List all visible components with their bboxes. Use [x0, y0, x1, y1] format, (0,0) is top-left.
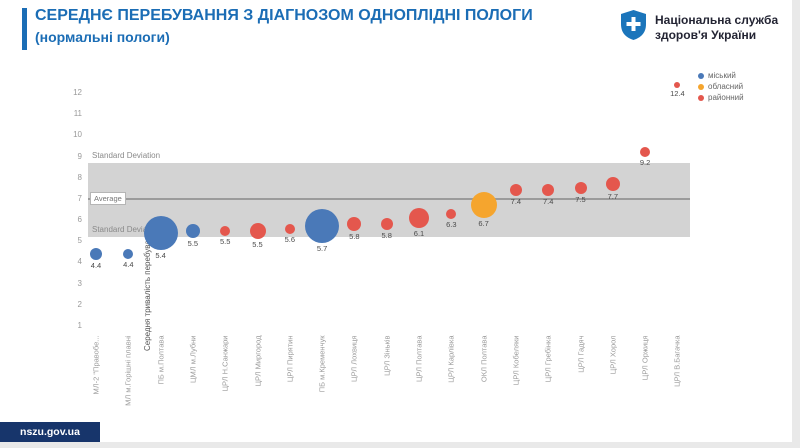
x-axis-category-label: ЦРЛ Кобеляки: [511, 335, 521, 386]
title-accent-bar: [22, 8, 27, 50]
legend-item[interactable]: обласний: [698, 81, 744, 92]
data-point[interactable]: [446, 208, 457, 219]
x-axis-category-label: ЦРЛ Оржиця: [640, 335, 650, 381]
x-axis-category-label: ЦРЛ Н.Санжари: [220, 335, 230, 392]
data-point-value: 7.4: [542, 197, 554, 207]
data-point[interactable]: [380, 218, 393, 231]
y-axis-tick-label: 3: [77, 278, 82, 288]
legend-item[interactable]: міський: [698, 70, 744, 81]
x-axis-category-label: ЦРЛ Гребінка: [543, 335, 553, 383]
y-axis-tick-label: 9: [77, 151, 82, 161]
y-axis-tick-label: 11: [73, 109, 82, 119]
site-footer[interactable]: nszu.gov.ua: [0, 422, 100, 442]
legend-label: обласний: [708, 82, 744, 91]
x-axis-category-label: ОКЛ Полтава: [479, 335, 489, 383]
legend-color-dot: [698, 83, 704, 90]
std-deviation-lower-label: Standard Deviation: [92, 225, 161, 235]
data-point[interactable]: [220, 225, 231, 236]
data-point[interactable]: [249, 222, 266, 239]
y-axis-tick-label: 12: [73, 88, 82, 98]
legend-label: міський: [708, 71, 736, 80]
legend-item[interactable]: районний: [698, 92, 744, 103]
org-name: Національна служба здоров'я України: [655, 13, 778, 43]
data-point[interactable]: [305, 209, 340, 244]
data-point[interactable]: [542, 184, 555, 197]
x-axis-category-label: ПБ м.Кременчук: [317, 335, 327, 393]
org-name-line2: здоров'я України: [655, 27, 757, 42]
y-axis-tick-label: 8: [77, 172, 82, 182]
x-axis-category-label: ЦРЛ Зіньків: [382, 335, 392, 376]
data-point-value: 7.4: [510, 197, 522, 207]
average-label: Average: [90, 191, 126, 205]
data-point[interactable]: [143, 215, 178, 250]
data-point-value: 5.5: [252, 239, 263, 249]
chart-plot-area: Середня тривалість перебування Standard …: [73, 81, 690, 429]
x-axis-category-label: ЦРЛ Карлівка: [446, 335, 456, 383]
y-axis-tick-label: 2: [77, 299, 82, 309]
x-axis-category-label: ЦРЛ Пирятин: [285, 335, 295, 383]
x-axis-category-label: ЦРЛ В.Багачка: [672, 335, 682, 387]
data-point-value: 7.7: [607, 192, 619, 202]
data-point-value: 9.2: [639, 158, 651, 168]
y-axis-tick-label: 5: [77, 236, 82, 246]
data-point[interactable]: [674, 81, 681, 88]
data-point-value: 12.4: [670, 88, 685, 98]
org-name-line1: Національна служба: [655, 12, 779, 27]
data-point-value: 5.8: [381, 231, 392, 241]
data-point[interactable]: [123, 248, 134, 259]
data-point[interactable]: [640, 147, 651, 158]
site-url: nszu.gov.ua: [20, 426, 80, 438]
page-subtitle: (нормальні пологи): [35, 29, 170, 45]
x-axis-category-label: ЦРЛ Гадяч: [576, 335, 585, 373]
data-point[interactable]: [347, 217, 362, 232]
chart-legend: міський обласний районний: [698, 70, 744, 103]
average-line: [88, 197, 690, 200]
x-axis-category-label: ЦРЛ Лохвиця: [349, 335, 359, 382]
data-point-value: 7.5: [575, 195, 586, 205]
data-point-value: 5.5: [219, 236, 231, 246]
data-point[interactable]: [185, 223, 200, 238]
data-point[interactable]: [574, 182, 587, 195]
x-axis-category-label: ПБ м.Полтава: [156, 335, 166, 385]
data-point-value: 6.3: [446, 219, 457, 229]
data-point-value: 5.8: [349, 232, 360, 242]
x-axis-category-label: ЦРЛ Полтава: [414, 335, 424, 383]
data-point-value: 5.7: [316, 244, 328, 254]
data-point-value: 6.1: [413, 228, 425, 238]
nszu-logo: Національна служба здоров'я України: [620, 9, 778, 46]
data-point-value: 4.4: [90, 260, 102, 270]
legend-label: районний: [708, 93, 744, 102]
data-point-value: 4.4: [123, 259, 134, 269]
data-point-value: 6.7: [478, 219, 489, 229]
y-axis-tick-label: 7: [77, 193, 82, 203]
data-point[interactable]: [284, 223, 295, 234]
data-point[interactable]: [509, 184, 522, 197]
legend-color-dot: [698, 94, 704, 101]
std-deviation-upper-label: Standard Deviation: [92, 150, 161, 160]
data-point-value: 5.6: [284, 234, 296, 244]
legend-color-dot: [698, 72, 704, 79]
data-point[interactable]: [409, 207, 429, 228]
y-axis-tick-label: 1: [77, 321, 82, 330]
y-axis-tick-label: 10: [73, 130, 82, 140]
data-point-value: 5.5: [187, 238, 199, 248]
slide: СЕРЕДНЄ ПЕРЕБУВАННЯ З ДІАГНОЗОМ ОДНОПЛІД…: [0, 0, 792, 442]
data-point-value: 5.4: [155, 250, 166, 260]
y-axis-tick-label: 4: [77, 257, 82, 267]
x-axis-category-label: ЦРЛ Миргород: [253, 335, 262, 387]
data-point[interactable]: [605, 177, 620, 192]
x-axis-category-label: ЦМЛ м.Лубни: [188, 335, 198, 384]
y-axis-tick-label: 6: [77, 215, 82, 225]
x-axis-category-label: МЛ м.Горішні плавні: [123, 335, 133, 406]
x-axis-category-label: ЦРЛ Хорол: [608, 335, 618, 375]
page-title: СЕРЕДНЄ ПЕРЕБУВАННЯ З ДІАГНОЗОМ ОДНОПЛІД…: [35, 7, 533, 24]
data-point[interactable]: [470, 192, 497, 219]
x-axis-category-label: МЛ-2 "Правобе...: [91, 335, 101, 395]
shield-cross-icon: [620, 9, 647, 46]
data-point[interactable]: [90, 247, 102, 260]
